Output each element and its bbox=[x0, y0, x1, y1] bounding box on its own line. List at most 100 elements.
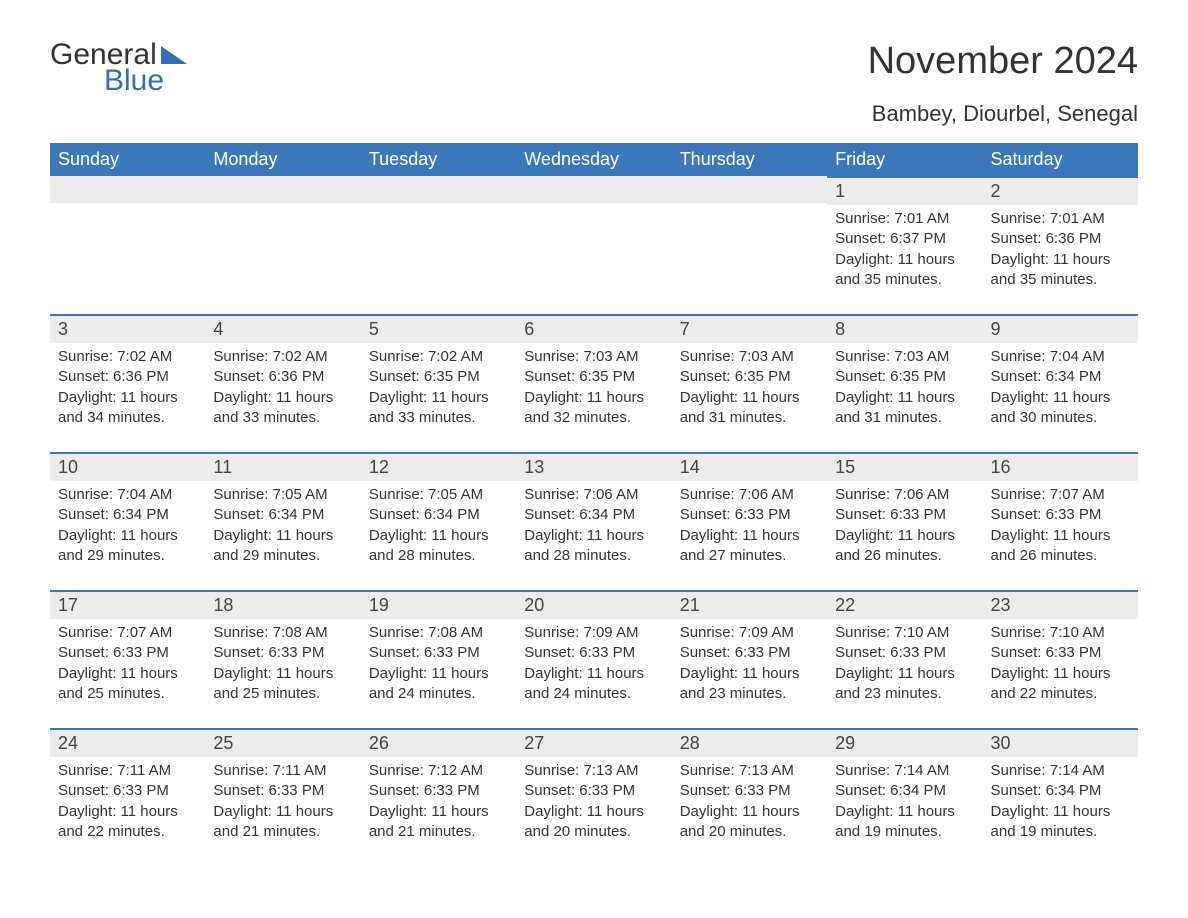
daylight-text: Daylight: 11 hours and 22 minutes. bbox=[991, 664, 1130, 705]
calendar-cell: 21Sunrise: 7:09 AMSunset: 6:33 PMDayligh… bbox=[672, 590, 827, 728]
sunset-text: Sunset: 6:34 PM bbox=[835, 781, 974, 801]
logo-text-blue: Blue bbox=[104, 66, 164, 96]
day-number: 12 bbox=[361, 452, 516, 481]
day-number: 3 bbox=[50, 314, 205, 343]
calendar-cell: 23Sunrise: 7:10 AMSunset: 6:33 PMDayligh… bbox=[983, 590, 1138, 728]
calendar-cell bbox=[672, 176, 827, 314]
calendar-cell: 6Sunrise: 7:03 AMSunset: 6:35 PMDaylight… bbox=[516, 314, 671, 452]
sunset-text: Sunset: 6:34 PM bbox=[213, 505, 352, 525]
day-number: 29 bbox=[827, 728, 982, 757]
calendar-cell: 2Sunrise: 7:01 AMSunset: 6:36 PMDaylight… bbox=[983, 176, 1138, 314]
sunrise-text: Sunrise: 7:13 AM bbox=[680, 761, 819, 781]
day-body: Sunrise: 7:14 AMSunset: 6:34 PMDaylight:… bbox=[827, 757, 982, 848]
day-number: 2 bbox=[983, 176, 1138, 205]
day-number: 13 bbox=[516, 452, 671, 481]
day-body: Sunrise: 7:05 AMSunset: 6:34 PMDaylight:… bbox=[205, 481, 360, 572]
day-number: 21 bbox=[672, 590, 827, 619]
day-number: 6 bbox=[516, 314, 671, 343]
day-number: 7 bbox=[672, 314, 827, 343]
day-body: Sunrise: 7:10 AMSunset: 6:33 PMDaylight:… bbox=[983, 619, 1138, 710]
sunset-text: Sunset: 6:33 PM bbox=[991, 643, 1130, 663]
day-body bbox=[672, 203, 827, 303]
sunrise-text: Sunrise: 7:01 AM bbox=[835, 209, 974, 229]
day-number: 17 bbox=[50, 590, 205, 619]
daylight-text: Daylight: 11 hours and 19 minutes. bbox=[835, 802, 974, 843]
day-body: Sunrise: 7:02 AMSunset: 6:36 PMDaylight:… bbox=[50, 343, 205, 434]
day-number: 11 bbox=[205, 452, 360, 481]
calendar-cell: 20Sunrise: 7:09 AMSunset: 6:33 PMDayligh… bbox=[516, 590, 671, 728]
sunrise-text: Sunrise: 7:08 AM bbox=[213, 623, 352, 643]
calendar-cell: 10Sunrise: 7:04 AMSunset: 6:34 PMDayligh… bbox=[50, 452, 205, 590]
day-body bbox=[50, 203, 205, 303]
daylight-text: Daylight: 11 hours and 33 minutes. bbox=[213, 388, 352, 429]
sunset-text: Sunset: 6:33 PM bbox=[524, 643, 663, 663]
day-body: Sunrise: 7:08 AMSunset: 6:33 PMDaylight:… bbox=[205, 619, 360, 710]
calendar-cell: 13Sunrise: 7:06 AMSunset: 6:34 PMDayligh… bbox=[516, 452, 671, 590]
daylight-text: Daylight: 11 hours and 35 minutes. bbox=[991, 250, 1130, 291]
day-body: Sunrise: 7:02 AMSunset: 6:35 PMDaylight:… bbox=[361, 343, 516, 434]
calendar-cell: 28Sunrise: 7:13 AMSunset: 6:33 PMDayligh… bbox=[672, 728, 827, 866]
day-body: Sunrise: 7:06 AMSunset: 6:33 PMDaylight:… bbox=[827, 481, 982, 572]
day-number: 15 bbox=[827, 452, 982, 481]
day-number bbox=[361, 176, 516, 203]
calendar-cell: 24Sunrise: 7:11 AMSunset: 6:33 PMDayligh… bbox=[50, 728, 205, 866]
daylight-text: Daylight: 11 hours and 20 minutes. bbox=[680, 802, 819, 843]
day-number bbox=[516, 176, 671, 203]
day-body: Sunrise: 7:07 AMSunset: 6:33 PMDaylight:… bbox=[50, 619, 205, 710]
calendar-cell: 18Sunrise: 7:08 AMSunset: 6:33 PMDayligh… bbox=[205, 590, 360, 728]
sunrise-text: Sunrise: 7:03 AM bbox=[680, 347, 819, 367]
weekday-header: Saturday bbox=[983, 143, 1138, 176]
sunset-text: Sunset: 6:35 PM bbox=[524, 367, 663, 387]
sunset-text: Sunset: 6:33 PM bbox=[835, 643, 974, 663]
calendar-cell: 8Sunrise: 7:03 AMSunset: 6:35 PMDaylight… bbox=[827, 314, 982, 452]
sunrise-text: Sunrise: 7:05 AM bbox=[369, 485, 508, 505]
day-number: 9 bbox=[983, 314, 1138, 343]
sunset-text: Sunset: 6:34 PM bbox=[524, 505, 663, 525]
day-number: 23 bbox=[983, 590, 1138, 619]
day-body: Sunrise: 7:13 AMSunset: 6:33 PMDaylight:… bbox=[516, 757, 671, 848]
header: General Blue November 2024 Bambey, Diour… bbox=[50, 40, 1138, 137]
daylight-text: Daylight: 11 hours and 21 minutes. bbox=[369, 802, 508, 843]
calendar-cell: 15Sunrise: 7:06 AMSunset: 6:33 PMDayligh… bbox=[827, 452, 982, 590]
sunrise-text: Sunrise: 7:02 AM bbox=[369, 347, 508, 367]
calendar-cell: 14Sunrise: 7:06 AMSunset: 6:33 PMDayligh… bbox=[672, 452, 827, 590]
sunrise-text: Sunrise: 7:05 AM bbox=[213, 485, 352, 505]
sunset-text: Sunset: 6:34 PM bbox=[991, 367, 1130, 387]
sunset-text: Sunset: 6:36 PM bbox=[991, 229, 1130, 249]
calendar-cell bbox=[361, 176, 516, 314]
calendar-cell: 25Sunrise: 7:11 AMSunset: 6:33 PMDayligh… bbox=[205, 728, 360, 866]
day-body: Sunrise: 7:01 AMSunset: 6:36 PMDaylight:… bbox=[983, 205, 1138, 296]
day-body: Sunrise: 7:05 AMSunset: 6:34 PMDaylight:… bbox=[361, 481, 516, 572]
sunrise-text: Sunrise: 7:11 AM bbox=[213, 761, 352, 781]
day-body: Sunrise: 7:03 AMSunset: 6:35 PMDaylight:… bbox=[672, 343, 827, 434]
logo: General Blue bbox=[50, 40, 187, 96]
day-body: Sunrise: 7:03 AMSunset: 6:35 PMDaylight:… bbox=[516, 343, 671, 434]
day-body: Sunrise: 7:07 AMSunset: 6:33 PMDaylight:… bbox=[983, 481, 1138, 572]
day-number: 27 bbox=[516, 728, 671, 757]
daylight-text: Daylight: 11 hours and 22 minutes. bbox=[58, 802, 197, 843]
day-body: Sunrise: 7:03 AMSunset: 6:35 PMDaylight:… bbox=[827, 343, 982, 434]
calendar-week-row: 10Sunrise: 7:04 AMSunset: 6:34 PMDayligh… bbox=[50, 452, 1138, 590]
calendar-table: Sunday Monday Tuesday Wednesday Thursday… bbox=[50, 143, 1138, 866]
day-number: 5 bbox=[361, 314, 516, 343]
calendar-cell bbox=[50, 176, 205, 314]
calendar-week-row: 24Sunrise: 7:11 AMSunset: 6:33 PMDayligh… bbox=[50, 728, 1138, 866]
daylight-text: Daylight: 11 hours and 25 minutes. bbox=[213, 664, 352, 705]
daylight-text: Daylight: 11 hours and 31 minutes. bbox=[680, 388, 819, 429]
weekday-header: Monday bbox=[205, 143, 360, 176]
day-body bbox=[205, 203, 360, 303]
day-number: 8 bbox=[827, 314, 982, 343]
daylight-text: Daylight: 11 hours and 20 minutes. bbox=[524, 802, 663, 843]
sunrise-text: Sunrise: 7:09 AM bbox=[524, 623, 663, 643]
sunrise-text: Sunrise: 7:12 AM bbox=[369, 761, 508, 781]
sunset-text: Sunset: 6:33 PM bbox=[524, 781, 663, 801]
calendar-cell: 3Sunrise: 7:02 AMSunset: 6:36 PMDaylight… bbox=[50, 314, 205, 452]
day-number: 14 bbox=[672, 452, 827, 481]
weekday-header: Thursday bbox=[672, 143, 827, 176]
daylight-text: Daylight: 11 hours and 30 minutes. bbox=[991, 388, 1130, 429]
calendar-cell: 12Sunrise: 7:05 AMSunset: 6:34 PMDayligh… bbox=[361, 452, 516, 590]
daylight-text: Daylight: 11 hours and 27 minutes. bbox=[680, 526, 819, 567]
location: Bambey, Diourbel, Senegal bbox=[868, 101, 1138, 127]
sunset-text: Sunset: 6:35 PM bbox=[835, 367, 974, 387]
daylight-text: Daylight: 11 hours and 24 minutes. bbox=[524, 664, 663, 705]
